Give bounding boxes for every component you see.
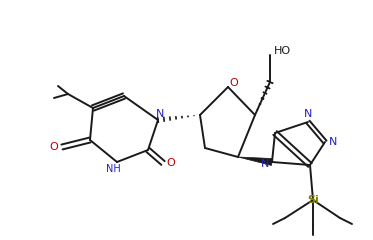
Text: NH: NH xyxy=(106,164,120,174)
Text: N: N xyxy=(261,159,269,169)
Text: N: N xyxy=(304,109,312,119)
Text: O: O xyxy=(230,78,238,88)
Text: O: O xyxy=(50,142,59,152)
Text: HO: HO xyxy=(273,46,291,56)
Text: Si: Si xyxy=(307,195,319,205)
Text: N: N xyxy=(329,137,337,147)
Text: O: O xyxy=(167,158,175,168)
Polygon shape xyxy=(238,157,273,165)
Text: N: N xyxy=(156,109,164,119)
